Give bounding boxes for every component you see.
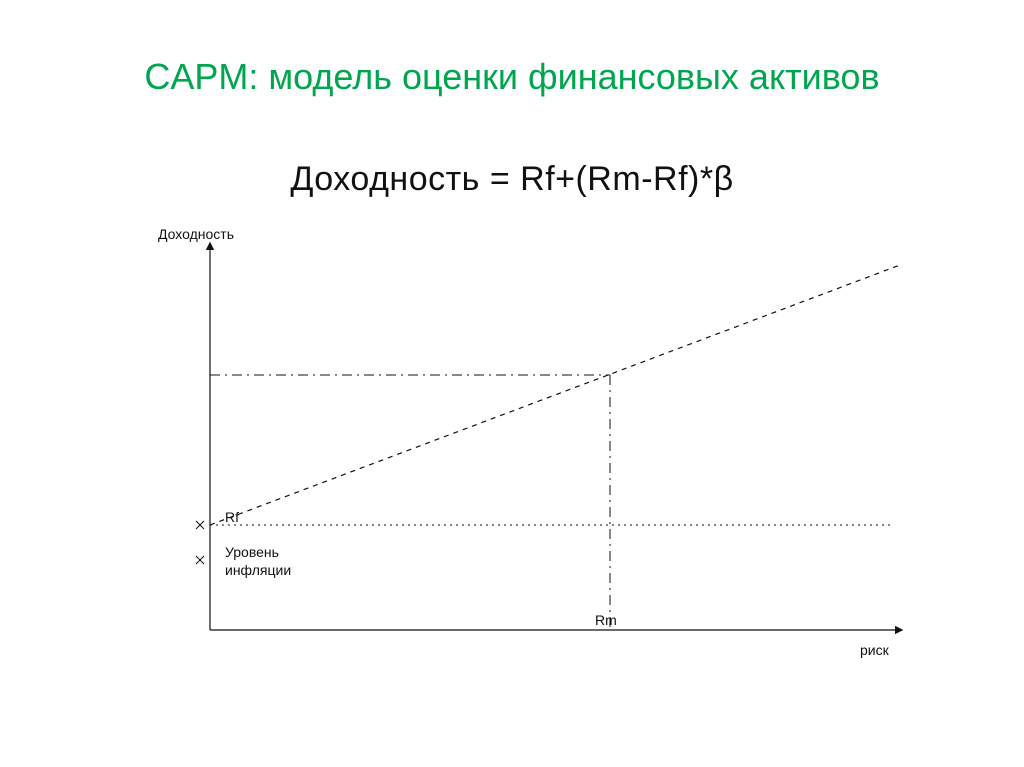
chart-svg: Доходность риск Rf (120, 225, 920, 685)
rf-label: Rf (225, 509, 239, 525)
rm-label: Rm (595, 612, 617, 628)
y-axis-label: Доходность (158, 226, 234, 242)
inflation-label-line1: Уровень (225, 544, 279, 560)
inflation-tick-mark (196, 556, 204, 564)
rf-tick-mark (196, 521, 204, 529)
slide-title: СAPM: модель оценки финансовых активов (0, 56, 1024, 98)
capm-chart: Доходность риск Rf (120, 225, 920, 685)
security-market-line (210, 265, 900, 525)
inflation-label-line2: инфляции (225, 562, 291, 578)
capm-formula: Доходность = Rf+(Rm-Rf)*β (0, 160, 1024, 199)
slide-root: СAPM: модель оценки финансовых активов Д… (0, 0, 1024, 767)
x-axis-label: риск (860, 642, 890, 658)
